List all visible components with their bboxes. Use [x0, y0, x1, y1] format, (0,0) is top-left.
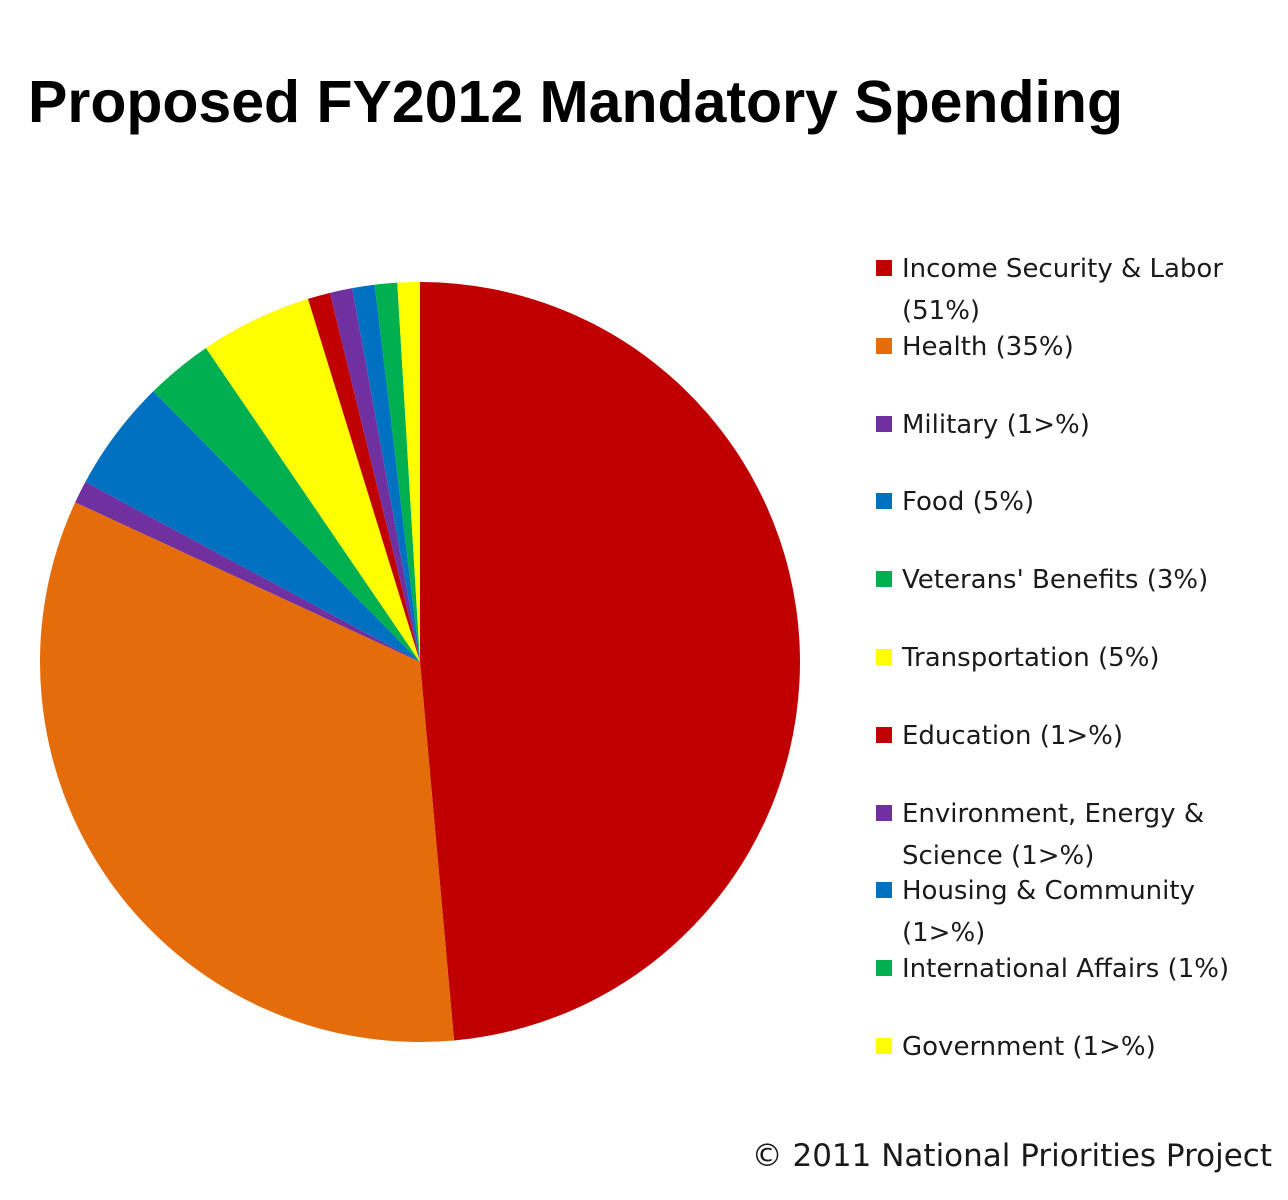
legend-swatch [876, 882, 892, 899]
legend-swatch [876, 649, 892, 665]
legend-label: Government (1>%) [902, 1032, 1156, 1062]
pie-slice-10 [397, 282, 420, 662]
pie-slice-4 [153, 348, 420, 662]
legend-swatch [876, 260, 892, 276]
pie-slice-5 [205, 298, 420, 662]
legend-label: Income Security & Labor (51%) [902, 254, 1224, 326]
legend-swatch [876, 804, 892, 821]
pie-slice-9 [374, 282, 420, 662]
legend-label: Housing & Community (1>%) [902, 876, 1195, 949]
pie-chart [39, 282, 800, 1042]
pie-slice-8 [352, 284, 420, 662]
pie-slice-7 [329, 288, 420, 662]
legend-swatch [876, 960, 892, 977]
legend-label: Health (35%) [902, 331, 1074, 362]
legend-label: Veterans' Benefits (3%) [902, 565, 1209, 596]
pie-slice-6 [307, 292, 420, 662]
legend-label: Education (1>%) [902, 720, 1124, 751]
pie-slice-0 [420, 282, 800, 1041]
legend-label: Environment, Energy & Science (1>%) [902, 798, 1205, 871]
pie-slice-2 [75, 481, 420, 662]
legend-swatch [876, 571, 892, 588]
legend-label: Food (5%) [902, 487, 1035, 518]
legend-label: Transportation (5%) [902, 643, 1160, 673]
pie-slice-1 [39, 502, 455, 1042]
legend-label: International Affairs (1%) [902, 954, 1230, 985]
legend-swatch [876, 726, 892, 743]
pie-slice-3 [85, 391, 421, 662]
legend-label: Military (1>%) [902, 409, 1090, 440]
legend-swatch [876, 493, 892, 510]
legend-swatch [876, 337, 892, 354]
legend-swatch [876, 1038, 892, 1054]
credit-text: © 2011 National Priorities Project [751, 1138, 1272, 1174]
chart-title: Proposed FY2012 Mandatory Spending [28, 69, 1123, 135]
legend-swatch [876, 415, 892, 432]
